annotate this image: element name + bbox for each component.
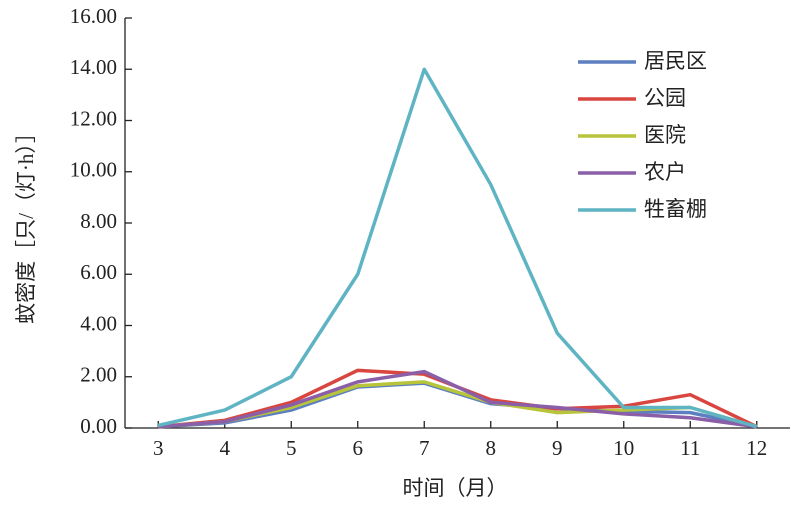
- x-tick-label: 5: [286, 436, 297, 460]
- x-tick-label: 12: [746, 436, 767, 460]
- x-tick-label: 6: [353, 436, 364, 460]
- y-tick-label: 6.00: [80, 260, 117, 284]
- series-line: [158, 381, 758, 429]
- x-tick-label: 8: [486, 436, 497, 460]
- legend-label: 医院: [644, 123, 686, 147]
- x-tick-label: 11: [680, 436, 700, 460]
- legend-label: 公园: [644, 86, 686, 110]
- x-tick-label: 10: [613, 436, 634, 460]
- legend-label: 居民区: [644, 49, 707, 73]
- y-axis-label: 蚊密度［只/（灯·h）］: [14, 122, 38, 324]
- x-tick-label: 7: [419, 436, 430, 460]
- y-tick-label: 14.00: [70, 55, 117, 79]
- y-tick-label: 10.00: [70, 158, 117, 182]
- legend-label: 农户: [644, 160, 686, 184]
- x-tick-label: 4: [220, 436, 231, 460]
- y-tick-label: 16.00: [70, 4, 117, 28]
- series-line: [157, 67, 758, 429]
- y-tick-label: 0.00: [80, 414, 117, 438]
- x-tick-label: 9: [552, 436, 563, 460]
- legend-label: 牲畜棚: [644, 197, 707, 221]
- series-line: [158, 369, 757, 429]
- x-axis-label: 时间（月）: [403, 476, 508, 500]
- y-tick-label: 12.00: [70, 106, 117, 130]
- x-tick-label: 3: [153, 436, 164, 460]
- y-tick-label: 2.00: [80, 363, 117, 387]
- y-tick-label: 8.00: [80, 209, 117, 233]
- y-tick-label: 4.00: [80, 311, 117, 335]
